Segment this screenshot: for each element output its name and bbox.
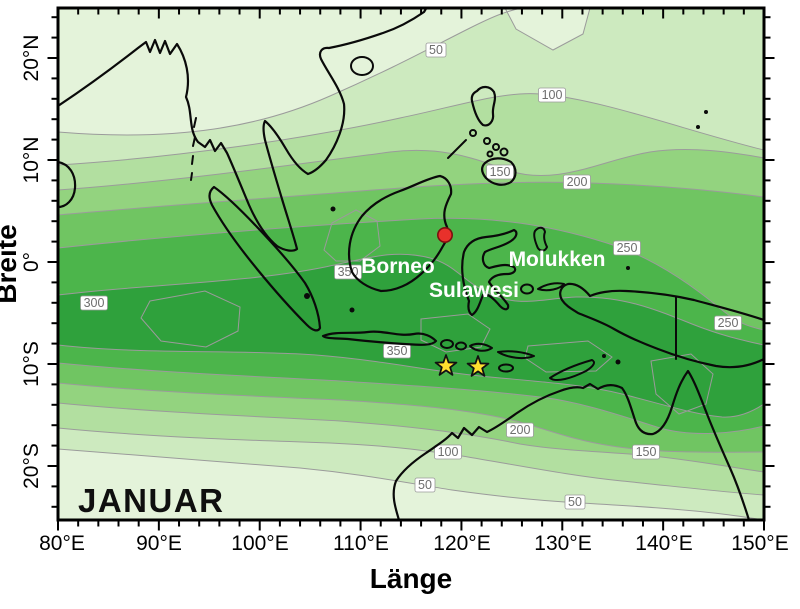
y-tick-label: 10°N xyxy=(20,137,43,184)
svg-text:200: 200 xyxy=(567,175,588,189)
x-tick-label: 80°E xyxy=(39,532,85,555)
month-label: JANUAR xyxy=(78,482,225,519)
contour-chip: 200 xyxy=(506,422,534,438)
x-tick-label: 150°E xyxy=(731,532,788,555)
region-label-molukken: Molukken xyxy=(509,248,606,271)
contour-chip: 350 xyxy=(383,343,411,359)
coastline-visayas xyxy=(483,137,491,145)
contour-chip: 200 xyxy=(563,174,591,190)
x-tick-label: 120°E xyxy=(433,532,490,555)
coastline-visayas xyxy=(499,147,509,157)
svg-text:50: 50 xyxy=(429,43,443,57)
x-axis-ticks-bottom xyxy=(57,521,765,531)
contour-chip: 250 xyxy=(714,315,742,331)
svg-text:50: 50 xyxy=(418,478,432,492)
x-tick-label: 110°E xyxy=(333,532,389,555)
contour-chip: 50 xyxy=(414,477,436,493)
y-axis-ticks-left xyxy=(47,16,57,508)
notch-lt50 xyxy=(505,8,590,50)
contour-value-chips: 50 100 150 200 250 350 300 350 250 200 1… xyxy=(80,42,742,510)
contour-chip: 150 xyxy=(632,444,660,460)
y-tick-label: 20°S xyxy=(20,443,43,489)
x-tick-label: 90°E xyxy=(136,532,182,555)
coastline-palawan xyxy=(447,139,467,159)
contour-chip: 100 xyxy=(538,87,566,103)
star-marker xyxy=(466,355,490,377)
coastline-sumbawa xyxy=(469,342,493,352)
region-label-borneo: Borneo xyxy=(361,255,435,278)
svg-text:200: 200 xyxy=(510,423,531,437)
y-axis-ticks-right xyxy=(765,16,775,508)
svg-text:100: 100 xyxy=(542,88,563,102)
coastline-australia xyxy=(392,369,751,520)
x-axis-ticks-top xyxy=(57,9,765,19)
y-axis-title: Breite xyxy=(0,224,22,303)
star-marker xyxy=(434,354,458,376)
coastline-buru xyxy=(520,283,534,295)
coastline-mainland-asia xyxy=(58,8,428,252)
coastline-sumatra xyxy=(208,185,322,332)
svg-text:250: 250 xyxy=(718,316,739,330)
contour-chip: 250 xyxy=(613,240,641,256)
plot-frame xyxy=(56,6,766,522)
svg-text:250: 250 xyxy=(617,241,638,255)
svg-text:150: 150 xyxy=(636,445,657,459)
coastline-borneo xyxy=(347,174,453,293)
y-tick-label: 0° xyxy=(20,252,43,272)
y-tick-label: 20°N xyxy=(20,35,43,82)
coastline-hainan xyxy=(350,56,374,76)
svg-text:150: 150 xyxy=(490,165,511,179)
x-tick-label: 140°E xyxy=(635,532,692,555)
x-tick-label: 100°E xyxy=(231,532,288,555)
y-tick-label: 10°S xyxy=(20,341,43,387)
coastline-seram xyxy=(537,282,565,292)
svg-text:50: 50 xyxy=(568,495,582,509)
contour-chip: 50 xyxy=(564,494,586,510)
svg-text:300: 300 xyxy=(84,296,105,310)
y-axis-tick-labels: 20°N 10°N 0° 10°S 20°S xyxy=(20,35,43,489)
coastline-sulawesi xyxy=(461,228,518,317)
coastline-visayas xyxy=(492,143,500,151)
contour-chip: 300 xyxy=(80,295,108,311)
coastline-sumba xyxy=(498,363,514,373)
coastline-mindanao xyxy=(481,157,517,186)
coastline-mindoro xyxy=(469,129,477,137)
contour-chip: 350 xyxy=(334,264,362,280)
coastline-lombok xyxy=(455,341,467,351)
coastline-flores xyxy=(497,350,535,360)
svg-text:350: 350 xyxy=(387,344,408,358)
coastline-bali xyxy=(440,339,454,349)
coastline-luzon xyxy=(470,85,497,127)
small-islands xyxy=(304,110,708,365)
coastline-new-guinea xyxy=(559,282,764,369)
coastline-timor xyxy=(549,359,595,381)
coastline-andaman-islands xyxy=(190,117,197,181)
contour-field: 50 100 150 200 250 350 300 350 250 200 1… xyxy=(58,8,764,520)
x-tick-label: 130°E xyxy=(534,532,591,555)
coastline-visayas xyxy=(486,150,494,158)
coastlines xyxy=(58,8,764,520)
region-label-sulawesi: Sulawesi xyxy=(429,279,519,302)
contour-chip: 100 xyxy=(434,444,462,460)
coastline-java xyxy=(321,330,438,346)
x-axis-title: Länge xyxy=(370,563,452,594)
contour-chip: 150 xyxy=(486,164,514,180)
x-axis-tick-labels: 80°E 90°E 100°E 110°E 120°E 130°E 140°E … xyxy=(39,532,789,555)
red-station-marker xyxy=(436,227,453,244)
contour-chip: 50 xyxy=(425,42,447,58)
coastline-halmahera xyxy=(533,226,548,252)
coastline-sri-lanka xyxy=(58,160,77,209)
svg-text:100: 100 xyxy=(438,445,459,459)
band-slt50 xyxy=(58,449,764,520)
